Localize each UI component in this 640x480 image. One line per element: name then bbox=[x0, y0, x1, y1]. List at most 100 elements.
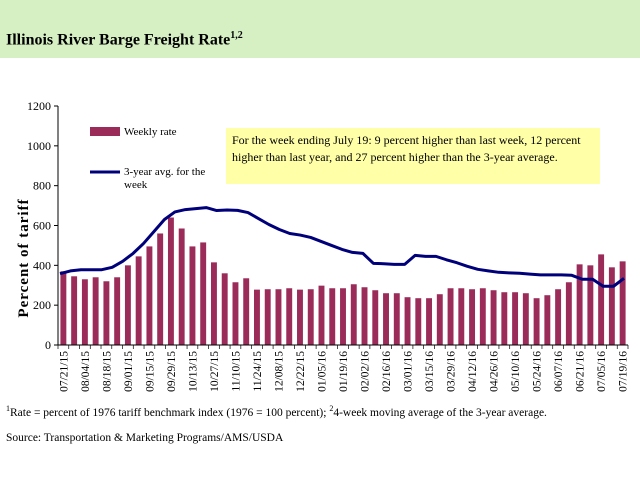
x-tick-label: 07/21/15 bbox=[58, 351, 70, 392]
x-tick-label: 11/24/15 bbox=[252, 351, 264, 392]
bar bbox=[619, 261, 626, 345]
chart: 0 200 400 600 800 1000 1200 07/21/15 08/04/15 08… bbox=[16, 99, 630, 392]
bar bbox=[415, 298, 422, 345]
x-tick-label: 09/15/15 bbox=[144, 351, 156, 392]
bar bbox=[490, 290, 497, 345]
bar bbox=[350, 284, 357, 345]
bar bbox=[404, 297, 411, 345]
bar bbox=[587, 265, 594, 345]
bar bbox=[447, 288, 454, 345]
bar bbox=[555, 289, 562, 345]
y-tick-label: 400 bbox=[33, 258, 51, 272]
x-tick-label: 01/19/16 bbox=[338, 351, 350, 392]
bar bbox=[608, 267, 615, 345]
bar bbox=[178, 228, 185, 345]
bar bbox=[146, 246, 153, 345]
bar bbox=[544, 295, 551, 345]
bar bbox=[372, 290, 379, 345]
x-tick-label: 05/24/16 bbox=[532, 351, 544, 392]
y-tick-label: 1200 bbox=[27, 99, 51, 113]
bar bbox=[393, 293, 400, 345]
x-tick-label: 07/19/16 bbox=[618, 351, 630, 392]
x-tick-label: 02/02/16 bbox=[360, 351, 372, 392]
bar bbox=[479, 288, 486, 345]
bar bbox=[135, 256, 142, 345]
bar bbox=[576, 264, 583, 345]
bar bbox=[103, 281, 110, 345]
bar bbox=[565, 282, 572, 345]
y-tick-label: 1000 bbox=[27, 139, 51, 153]
x-tick-label: 10/27/15 bbox=[209, 351, 221, 392]
y-axis-label: Percent of tariff bbox=[16, 198, 32, 317]
bar bbox=[167, 217, 174, 345]
x-tick-label: 07/05/16 bbox=[596, 351, 608, 392]
bar bbox=[286, 288, 293, 345]
bar bbox=[297, 289, 303, 345]
bar bbox=[243, 278, 250, 345]
bar bbox=[512, 292, 519, 345]
bar bbox=[275, 289, 282, 345]
bar bbox=[124, 265, 131, 345]
x-tick-label: 11/10/15 bbox=[230, 351, 242, 392]
bar bbox=[71, 276, 78, 345]
bar bbox=[383, 293, 389, 345]
annotation-box: For the week ending July 19: 9 percent h… bbox=[226, 128, 600, 184]
bar bbox=[264, 289, 271, 345]
x-tick-label: 04/12/16 bbox=[467, 351, 479, 392]
legend-label-weekly: Weekly rate bbox=[124, 126, 177, 138]
bar bbox=[189, 246, 196, 345]
bar bbox=[92, 277, 99, 345]
bar bbox=[232, 282, 239, 345]
y-axis: 0 200 400 600 800 1000 1200 bbox=[27, 99, 59, 352]
x-tick-label: 06/07/16 bbox=[553, 351, 565, 392]
y-tick-label: 800 bbox=[33, 179, 51, 193]
avg-line bbox=[59, 206, 625, 288]
x-tick-label: 12/22/15 bbox=[295, 351, 307, 392]
bar bbox=[458, 288, 465, 345]
footnote: 1Rate = percent of 1976 tariff benchmark… bbox=[6, 404, 547, 419]
x-tick-label: 03/15/16 bbox=[424, 351, 436, 392]
x-tick-label: 12/08/15 bbox=[273, 351, 285, 392]
x-tick-label: 08/18/15 bbox=[101, 351, 113, 392]
x-tick-label: 03/01/16 bbox=[403, 351, 415, 392]
bar bbox=[221, 273, 228, 345]
x-tick-label: 05/10/16 bbox=[510, 351, 522, 392]
y-tick-label: 600 bbox=[33, 219, 51, 233]
bar bbox=[533, 298, 540, 345]
bar bbox=[598, 254, 605, 345]
bar bbox=[340, 288, 346, 345]
bar bbox=[436, 294, 443, 345]
x-tick-label: 08/04/15 bbox=[80, 351, 92, 392]
bar bbox=[210, 262, 217, 345]
bar bbox=[157, 233, 164, 345]
bar bbox=[60, 271, 67, 345]
bar bbox=[329, 288, 336, 345]
bar bbox=[426, 298, 432, 345]
bar bbox=[361, 287, 368, 345]
x-tick-label: 02/16/16 bbox=[381, 351, 393, 392]
bar bbox=[469, 289, 476, 345]
bar bbox=[114, 277, 121, 345]
x-tick-label: 09/01/15 bbox=[123, 351, 135, 392]
x-tick-label: 03/29/16 bbox=[446, 351, 458, 392]
bar bbox=[81, 279, 88, 345]
source: Source: Transportation & Marketing Progr… bbox=[6, 432, 284, 444]
x-tick-label: 09/29/15 bbox=[166, 351, 178, 392]
bar bbox=[200, 242, 207, 345]
line-group bbox=[59, 206, 625, 288]
bar bbox=[254, 289, 260, 345]
bar bbox=[522, 293, 529, 345]
y-tick-label: 0 bbox=[45, 338, 51, 352]
x-tick-label: 06/21/16 bbox=[575, 351, 587, 392]
x-axis: 07/21/15 08/04/15 08/18/15 09/01/15 09/15/15… bbox=[57, 344, 630, 392]
bars-group bbox=[60, 217, 626, 345]
x-tick-label: 01/05/16 bbox=[316, 351, 328, 392]
chart-title: Illinois River Barge Freight Rate1,2 bbox=[6, 30, 243, 49]
legend-label-avg: 3-year avg. for the week bbox=[124, 166, 206, 191]
header-band bbox=[0, 0, 640, 58]
bar bbox=[307, 289, 314, 345]
bar bbox=[318, 285, 325, 345]
bar bbox=[501, 292, 508, 345]
x-tick-label: 10/13/15 bbox=[187, 351, 199, 392]
x-tick-label: 04/26/16 bbox=[489, 351, 501, 392]
